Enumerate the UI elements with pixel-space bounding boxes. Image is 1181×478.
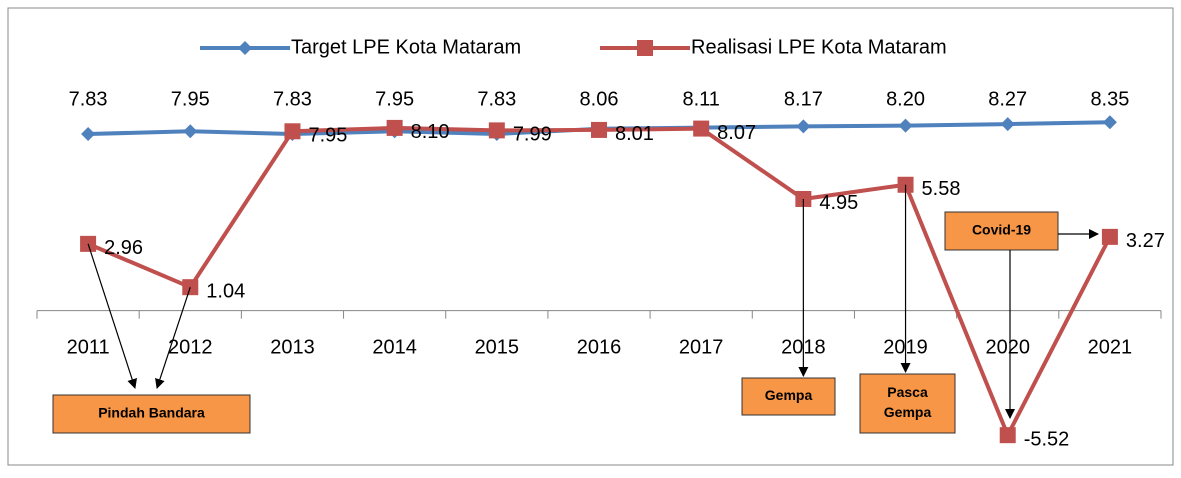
data-label: 8.10	[411, 121, 450, 143]
data-label: 8.11	[682, 88, 719, 110]
data-label: 8.27	[988, 88, 1027, 110]
annotation-arrow	[87, 243, 137, 389]
data-label: 7.83	[69, 88, 108, 110]
point	[1101, 228, 1118, 245]
point	[284, 123, 301, 140]
data-label: 2.96	[104, 237, 143, 259]
point	[898, 118, 913, 133]
annotation-box	[741, 377, 836, 416]
point	[1000, 117, 1015, 132]
data-label: 5.58	[922, 178, 961, 200]
data-label: 7.95	[375, 88, 414, 110]
legend-marker	[637, 40, 653, 56]
annotation-text: Pindah Bandara	[98, 405, 205, 421]
annotation-text: Covid-19	[972, 222, 1031, 238]
annotation-box	[52, 394, 251, 434]
point	[591, 121, 607, 138]
point	[999, 427, 1016, 444]
data-label: 8.20	[886, 88, 925, 110]
data-label: -5.52	[1024, 428, 1070, 450]
point	[796, 119, 811, 134]
legend-label: Realisasi LPE Kota Mataram	[691, 36, 947, 58]
point	[386, 119, 403, 136]
annotation-arrow	[155, 286, 191, 389]
x-tick-label: 2016	[577, 336, 622, 358]
annotation-box	[859, 373, 956, 434]
data-label: 8.06	[580, 88, 619, 110]
annotation-text: Gempa	[765, 387, 813, 403]
x-tick-label: 2013	[270, 336, 315, 358]
data-label: 7.99	[513, 124, 552, 146]
data-label: 8.07	[717, 122, 756, 144]
x-tick-label: 2012	[168, 336, 213, 358]
x-tick-label: 2014	[372, 336, 417, 358]
data-label: 1.04	[206, 280, 245, 302]
x-tick-label: 2020	[985, 336, 1030, 358]
data-label: 4.95	[819, 192, 858, 214]
data-label: 3.27	[1126, 230, 1165, 252]
point	[183, 124, 198, 139]
x-tick-label: 2011	[67, 336, 110, 358]
point	[1102, 115, 1117, 130]
x-tick-label: 2017	[679, 336, 724, 358]
data-label: 8.17	[784, 88, 823, 110]
annotation-box	[944, 211, 1059, 251]
data-label: 7.95	[171, 88, 210, 110]
data-label: 8.01	[615, 123, 654, 145]
point	[488, 122, 505, 139]
x-tick-label: 2015	[475, 336, 520, 358]
point	[81, 126, 96, 141]
annotation-text: Gempa	[884, 404, 932, 420]
data-label: 8.35	[1090, 88, 1129, 110]
data-label: 7.95	[308, 125, 347, 147]
legend-label: Target LPE Kota Mataram	[291, 36, 521, 58]
legend-marker	[238, 41, 252, 55]
point	[693, 120, 710, 137]
x-tick-label: 2021	[1088, 336, 1133, 358]
annotation-text: Pasca	[887, 384, 928, 400]
data-label: 7.83	[273, 88, 312, 110]
data-label: 7.83	[477, 88, 516, 110]
